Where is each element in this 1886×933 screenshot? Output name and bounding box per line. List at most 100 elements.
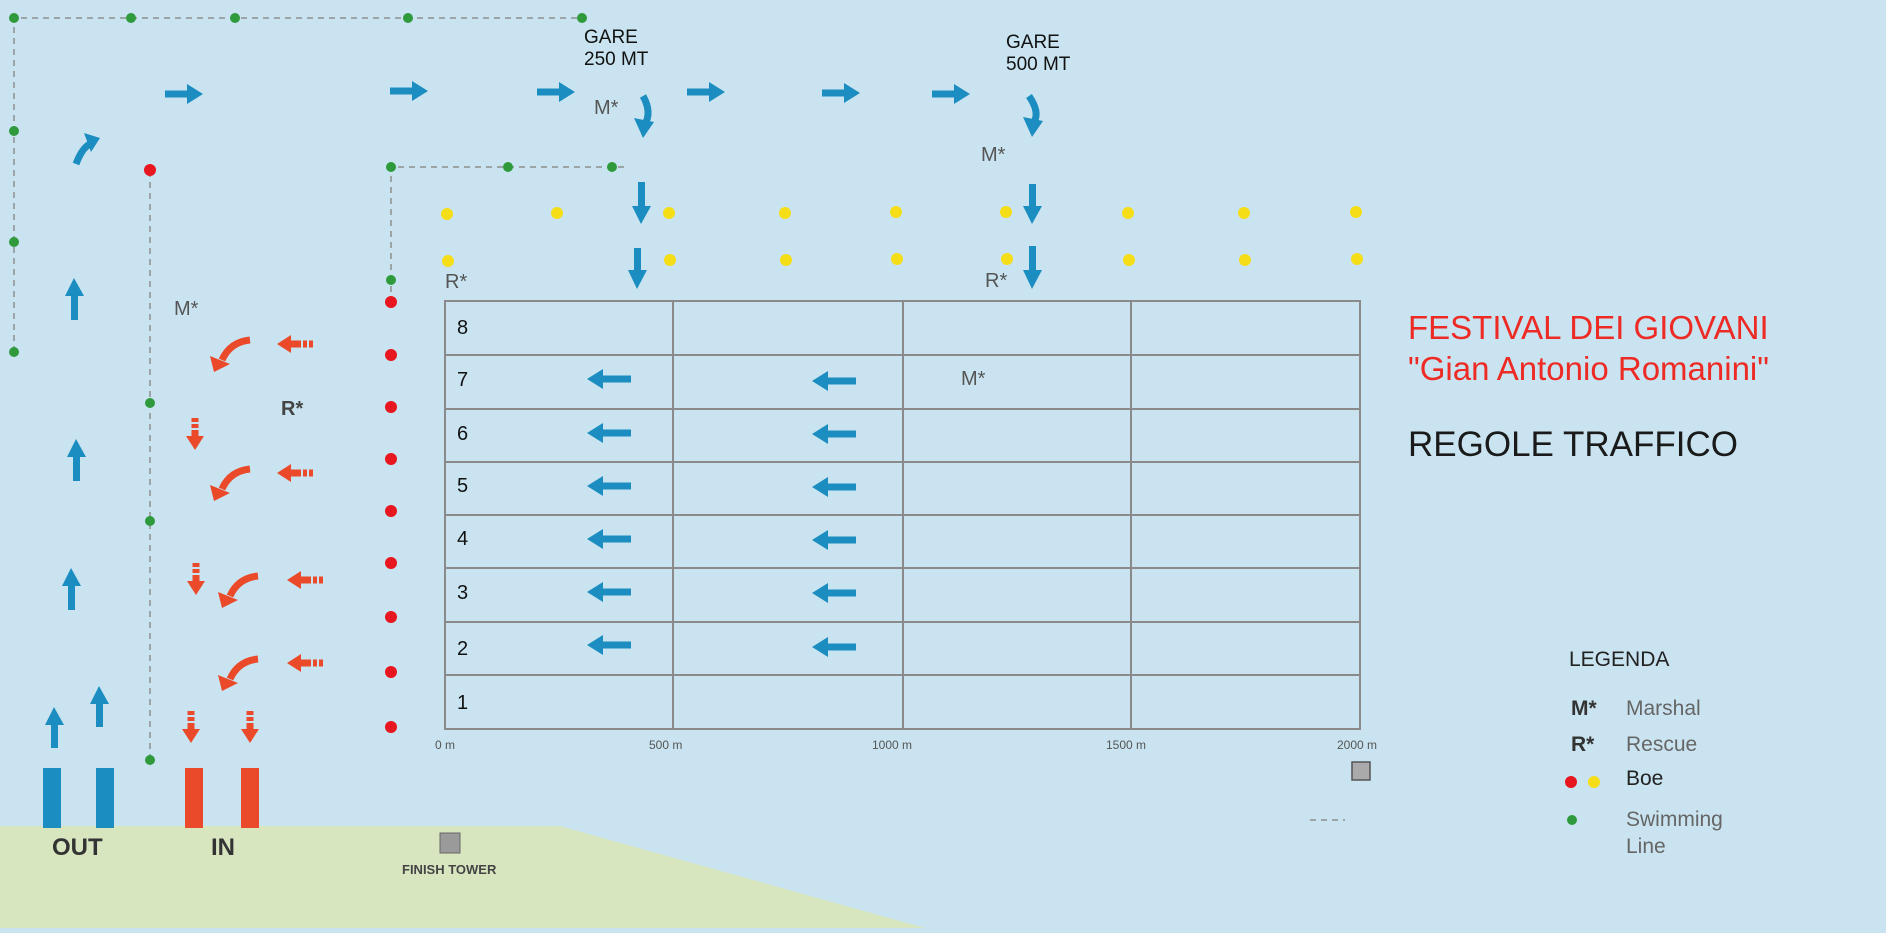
green-buoy — [503, 162, 513, 172]
in-bar — [241, 768, 259, 828]
red-buoy — [385, 611, 397, 623]
green-buoy — [1567, 815, 1577, 825]
green-buoy — [403, 13, 413, 23]
yellow-buoy — [1588, 776, 1600, 788]
yellow-buoy — [663, 207, 675, 219]
lane-number: 7 — [457, 369, 469, 391]
finish-tower-icon — [439, 832, 461, 854]
route-arrows-down — [628, 182, 1042, 289]
legend-heading: LEGENDA — [1569, 648, 1670, 671]
red-arrow-left — [277, 335, 313, 353]
marshal-marker: M* — [594, 97, 619, 119]
red-arrow-down — [182, 711, 200, 743]
gray-marker-icon — [1351, 761, 1371, 781]
lane-arrows-left — [587, 369, 856, 657]
lane-number: 8 — [457, 317, 469, 339]
red-buoys — [144, 164, 1577, 788]
yellow-buoy — [780, 254, 792, 266]
yellow-buoy — [890, 206, 902, 218]
green-buoy — [126, 13, 136, 23]
green-buoy — [145, 755, 155, 765]
yellow-buoy — [442, 255, 454, 267]
yellow-buoy — [664, 254, 676, 266]
legend-key: R* — [1571, 733, 1595, 756]
red-buoy — [385, 296, 397, 308]
green-buoy — [577, 13, 587, 23]
red-buoy — [385, 557, 397, 569]
in-bar — [185, 768, 203, 828]
yellow-buoy — [1351, 253, 1363, 265]
yellow-buoy — [1239, 254, 1251, 266]
red-buoy — [385, 666, 397, 678]
distance-tick: 0 m — [435, 738, 456, 752]
distance-tick: 1500 m — [1106, 738, 1147, 752]
lane-grid — [444, 300, 1361, 730]
route-arrows-up — [45, 278, 109, 748]
yellow-buoy — [1122, 207, 1134, 219]
red-arrow-left — [277, 464, 313, 482]
lane-number: 5 — [457, 475, 469, 497]
yellow-buoy — [1238, 207, 1250, 219]
green-buoy — [9, 126, 19, 136]
red-arrow-down — [186, 418, 204, 450]
red-arrow-down — [187, 563, 205, 595]
entry-exit-bars — [43, 768, 259, 828]
blue-arrow-right — [822, 83, 860, 103]
event-title: FESTIVAL DEI GIOVANI — [1408, 309, 1769, 346]
lane-number: 4 — [457, 528, 469, 550]
legend-key: M* — [1571, 697, 1597, 720]
yellow-buoy — [779, 207, 791, 219]
out-bar — [43, 768, 61, 828]
yellow-buoys — [441, 206, 1600, 788]
page-title: REGOLE TRAFFICO — [1408, 425, 1738, 464]
red-buoy — [144, 164, 156, 176]
lane-number: 1 — [457, 692, 469, 714]
green-buoy — [386, 162, 396, 172]
green-buoy — [145, 516, 155, 526]
green-buoy — [145, 398, 155, 408]
distance-tick: 1000 m — [872, 738, 913, 752]
red-buoy — [385, 401, 397, 413]
distance-tick: 500 m — [649, 738, 683, 752]
marshal-marker: M* — [174, 298, 199, 320]
green-buoy — [9, 237, 19, 247]
turn-arrows — [72, 94, 1043, 166]
green-buoy — [607, 162, 617, 172]
red-arrow-left — [287, 571, 323, 589]
blue-arrow-right — [932, 84, 970, 104]
red-arrow-curve — [218, 659, 258, 691]
legend-label: Swimming — [1626, 808, 1723, 831]
gare-label: GARE 500 MT — [1006, 32, 1071, 75]
out-label: OUT — [52, 834, 103, 861]
swimming-line — [13, 17, 1345, 821]
gare-label: GARE 250 MT — [584, 27, 649, 70]
lane-number: 2 — [457, 638, 469, 660]
yellow-buoy — [1350, 206, 1362, 218]
rescue-marker: R* — [281, 398, 304, 420]
yellow-buoy — [441, 208, 453, 220]
yellow-buoy — [1123, 254, 1135, 266]
green-buoy — [9, 347, 19, 357]
red-arrow-left — [287, 654, 323, 672]
green-buoys — [9, 13, 1577, 825]
legend-label: Boe — [1626, 767, 1664, 790]
red-arrow-curve — [218, 576, 258, 608]
blue-arrow-right — [537, 82, 575, 102]
rescue-marker: R* — [445, 271, 468, 293]
red-arrow-curve — [210, 469, 250, 501]
legend-label: Marshal — [1626, 697, 1701, 720]
marshal-marker: M* — [961, 368, 986, 390]
finish-tower-label: FINISH TOWER — [402, 862, 497, 877]
legend-label: Rescue — [1626, 733, 1698, 756]
rescue-marker: R* — [985, 270, 1008, 292]
yellow-buoy — [551, 207, 563, 219]
red-buoy — [385, 505, 397, 517]
shore-land — [0, 826, 925, 928]
green-buoy — [9, 13, 19, 23]
route-arrows-right — [165, 81, 970, 104]
red-buoy — [385, 721, 397, 733]
blue-arrow-right — [165, 84, 203, 104]
blue-arrow-right — [390, 81, 428, 101]
event-subtitle: "Gian Antonio Romanini" — [1408, 350, 1769, 387]
